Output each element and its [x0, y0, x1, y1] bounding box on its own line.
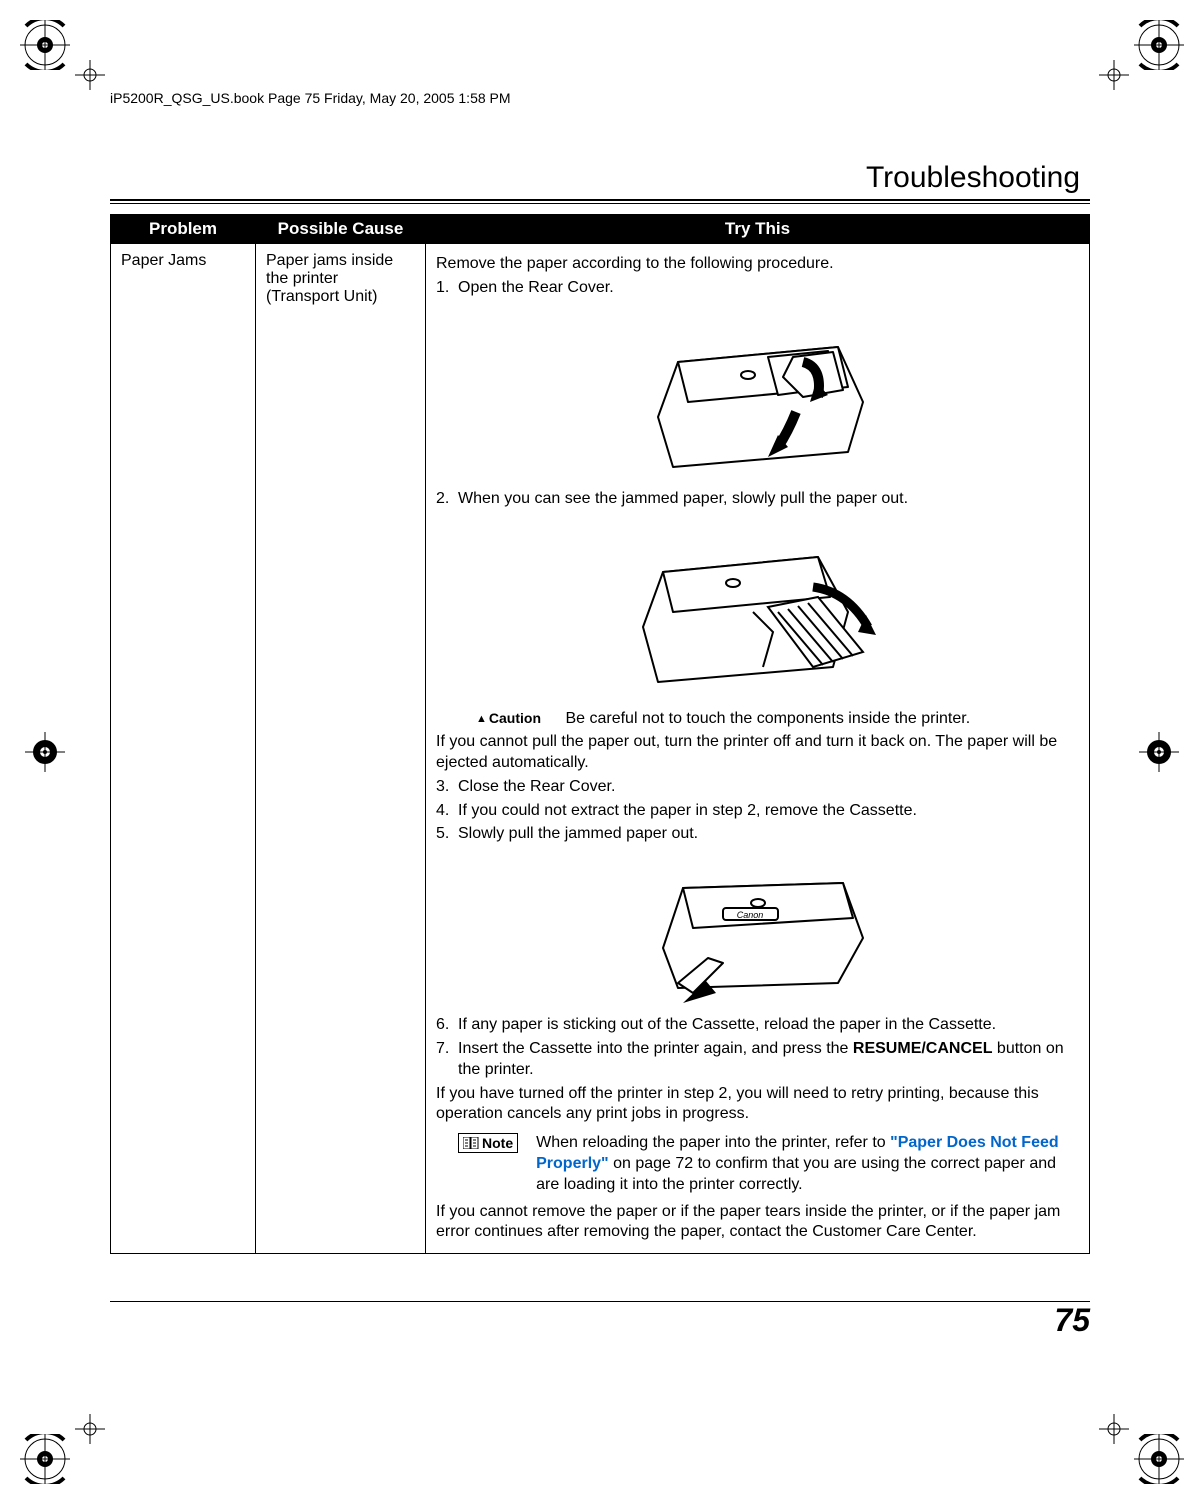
page-footer-rule: [110, 1301, 1090, 1302]
crop-mark-icon: [75, 1414, 105, 1444]
table-header-cause: Possible Cause: [256, 215, 426, 244]
table-header-problem: Problem: [111, 215, 256, 244]
section-rule: [110, 199, 1090, 204]
registration-mark-icon: [20, 727, 70, 777]
note-label: Note: [458, 1133, 518, 1153]
registration-mark-icon: [20, 1434, 70, 1484]
section-title: Troubleshooting: [110, 161, 1090, 195]
printer-pull-paper-icon: [618, 517, 898, 697]
step-text: Slowly pull the jammed paper out.: [458, 825, 698, 842]
troubleshooting-table: Problem Possible Cause Try This Paper Ja…: [110, 214, 1090, 1254]
book-header: iP5200R_QSG_US.book Page 75 Friday, May …: [110, 90, 1090, 106]
step-text: If you could not extract the paper in st…: [458, 802, 917, 819]
step-text: Close the Rear Cover.: [458, 778, 615, 795]
body-text: If you cannot pull the paper out, turn t…: [436, 732, 1079, 774]
caution-text: Be careful not to touch the components i…: [565, 709, 970, 730]
table-header-try: Try This: [426, 215, 1090, 244]
registration-mark-icon: [1134, 727, 1184, 777]
registration-mark-icon: [1134, 20, 1184, 70]
page: iP5200R_QSG_US.book Page 75 Friday, May …: [0, 0, 1204, 1504]
note-text: When reloading the paper into the printe…: [536, 1133, 1079, 1195]
table-row: Paper Jams Paper jams inside the printer…: [111, 244, 1090, 1254]
step-text: Open the Rear Cover.: [458, 279, 614, 296]
caution-label: Caution: [476, 709, 541, 727]
printer-rear-cover-icon: [628, 307, 888, 477]
cell-problem: Paper Jams: [111, 244, 256, 1254]
registration-mark-icon: [20, 20, 70, 70]
step-text: Insert the Cassette into the printer aga…: [458, 1040, 1064, 1078]
step-text: When you can see the jammed paper, slowl…: [458, 490, 908, 507]
cell-cause: Paper jams inside the printer (Transport…: [256, 244, 426, 1254]
registration-mark-icon: [1134, 1434, 1184, 1484]
printer-cassette-icon: Canon: [628, 853, 888, 1003]
page-number: 75: [1054, 1302, 1090, 1339]
body-text: If you have turned off the printer in st…: [436, 1084, 1079, 1126]
content-area: iP5200R_QSG_US.book Page 75 Friday, May …: [110, 90, 1090, 1254]
crop-mark-icon: [1099, 60, 1129, 90]
crop-mark-icon: [75, 60, 105, 90]
crop-mark-icon: [1099, 1414, 1129, 1444]
step-text: If any paper is sticking out of the Cass…: [458, 1016, 996, 1033]
body-text: If you cannot remove the paper or if the…: [436, 1202, 1079, 1244]
intro-text: Remove the paper according to the follow…: [436, 254, 1079, 275]
svg-text:Canon: Canon: [736, 910, 763, 920]
cell-try: Remove the paper according to the follow…: [426, 244, 1090, 1254]
